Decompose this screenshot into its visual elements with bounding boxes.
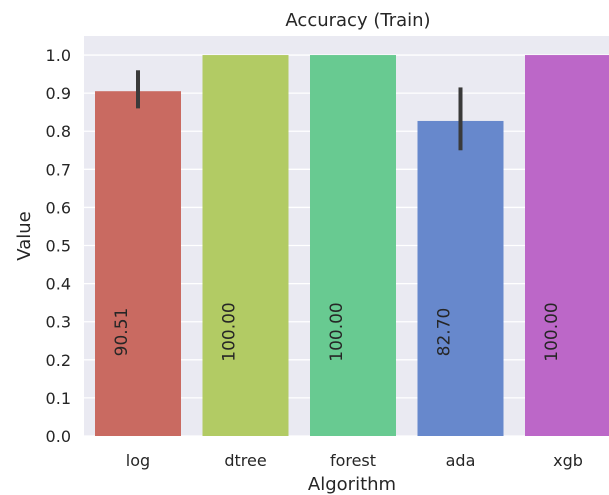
y-tick-label: 0.5 bbox=[46, 237, 71, 256]
y-tick-label: 0.0 bbox=[46, 427, 71, 446]
bar-value-label: 82.70 bbox=[435, 308, 455, 357]
bar-ada bbox=[417, 120, 504, 436]
y-tick-label: 0.7 bbox=[46, 160, 71, 179]
bar-value-label: 100.00 bbox=[220, 302, 240, 361]
x-axis-ticks: log dtree forest ada xgb bbox=[126, 451, 583, 470]
y-tick-label: 0.4 bbox=[46, 275, 71, 294]
x-tick-label: forest bbox=[330, 451, 376, 470]
bar-value-label: 100.00 bbox=[327, 302, 347, 361]
error-bars bbox=[136, 70, 463, 151]
y-tick-label: 0.8 bbox=[46, 122, 71, 141]
x-axis-title: Algorithm bbox=[308, 474, 396, 495]
bar-value-label: 90.51 bbox=[112, 308, 132, 357]
y-axis-ticks: 0.0 0.1 0.2 0.3 0.4 0.5 0.6 0.7 0.8 0.9 1.0 bbox=[46, 46, 71, 446]
bar-value-label: 100.00 bbox=[542, 302, 562, 361]
bar-dtree bbox=[202, 55, 289, 437]
bar-log bbox=[95, 91, 181, 436]
chart-title: Accuracy (Train) bbox=[285, 10, 430, 31]
x-tick-label: log bbox=[126, 451, 150, 470]
y-tick-label: 1.0 bbox=[46, 46, 71, 65]
bars bbox=[95, 55, 609, 437]
y-axis-title: Value bbox=[14, 211, 35, 260]
y-tick-label: 0.9 bbox=[46, 84, 71, 103]
y-tick-label: 0.2 bbox=[46, 351, 71, 370]
x-tick-label: xgb bbox=[553, 451, 583, 470]
y-tick-label: 0.6 bbox=[46, 198, 71, 217]
y-tick-label: 0.3 bbox=[46, 313, 71, 332]
bar-xgb bbox=[525, 55, 609, 437]
y-tick-label: 0.1 bbox=[46, 389, 71, 408]
x-tick-label: ada bbox=[446, 451, 476, 470]
x-tick-label: dtree bbox=[224, 451, 266, 470]
bar-value-labels: 90.51 100.00 100.00 82.70 100.00 bbox=[112, 302, 562, 361]
bar-forest bbox=[310, 55, 396, 437]
